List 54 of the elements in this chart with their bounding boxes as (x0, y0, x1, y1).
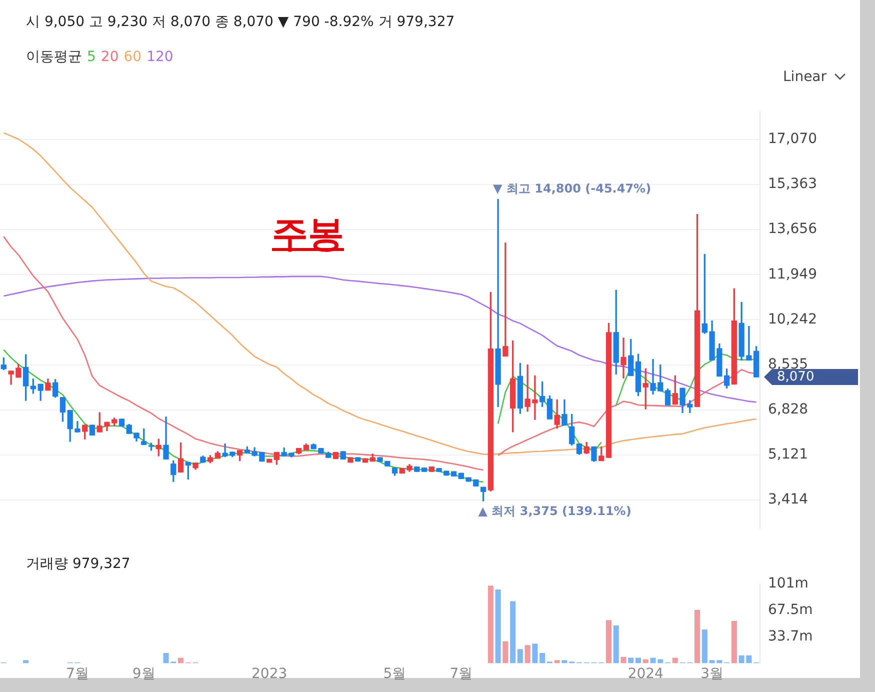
y-tick-label: 3,414 (768, 492, 808, 508)
text: 5 (87, 49, 96, 65)
y-tick-label: 10,242 (768, 311, 817, 328)
bar (628, 658, 634, 664)
bar (620, 656, 626, 664)
bar (23, 660, 29, 664)
bar (488, 586, 494, 664)
y-tick-label: 13,656 (768, 221, 818, 238)
y-tick-label: 67.5m (768, 602, 813, 618)
text: 60 (124, 49, 142, 65)
y-tick-label: 101m (768, 576, 808, 592)
y-tick-label: 5,121 (768, 446, 808, 463)
text: 20 (100, 49, 119, 65)
x-tick-label: 7월 (66, 666, 89, 682)
bar (495, 589, 501, 664)
bar (613, 626, 619, 664)
annotation: ▼ 최고 14,800 (-45.47%) (493, 181, 652, 196)
x-tick-label: 2024 (628, 666, 664, 682)
x-tick-label: 7월 (450, 666, 473, 682)
bar (635, 658, 642, 664)
candlestick (495, 199, 501, 407)
bar (562, 660, 568, 664)
text: Linear (783, 69, 827, 85)
text: 120 (146, 49, 174, 65)
y-tick-label: 6,828 (768, 401, 808, 418)
annotation: 주봉 (272, 213, 344, 257)
candlestick (620, 338, 626, 378)
candlestick (502, 242, 508, 357)
x-tick-label: 2023 (252, 666, 288, 682)
bar (540, 653, 546, 664)
y-tick-label: 33.7m (768, 628, 813, 644)
bar (694, 610, 700, 664)
bar (606, 620, 612, 664)
x-tick-label: 5월 (383, 666, 406, 682)
chart-title: 시 9,050 고 9,230 저 8,070 종 8,070 ▼ 790 -8.92% 거 979,327 (26, 13, 455, 31)
y-tick-label: 11,949 (768, 266, 817, 282)
chart-title: 거래량 979,327 (26, 555, 130, 573)
bar (672, 658, 678, 664)
bar (178, 658, 184, 664)
text: 8,070 (777, 369, 814, 384)
bar (524, 645, 530, 664)
x-tick-label: 3월 (700, 666, 724, 682)
bar (502, 641, 508, 664)
y-tick-label: 15,363 (768, 176, 817, 192)
annotation: ▲ 최저 3,375 (139.11%) (478, 504, 632, 518)
bar (510, 601, 516, 664)
legend-title: 이동평균 (26, 49, 82, 65)
bar (702, 629, 708, 664)
bar (731, 620, 737, 664)
bar (517, 649, 523, 664)
bar (532, 644, 538, 664)
x-tick-label: 9월 (132, 666, 156, 682)
y-tick-label: 17,070 (768, 131, 817, 148)
bar (554, 660, 560, 664)
